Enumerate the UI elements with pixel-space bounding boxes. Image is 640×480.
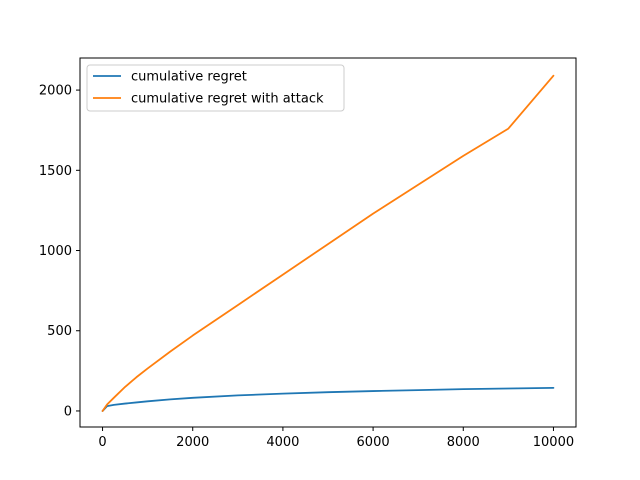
x-axis: 0 2000 4000 6000 8000 10000 [98,427,574,450]
legend-label-1: cumulative regret with attack [131,92,324,107]
legend-box [86,64,345,112]
x-tick-label: 2000 [176,435,209,450]
y-tick-label: 0 [64,404,72,419]
series-line-1 [101,74,555,412]
plot-area [80,58,576,427]
x-tick-label: 4000 [266,435,299,450]
legend-label-0: cumulative regret [131,70,247,85]
legend: cumulative regret cumulative regret with … [86,64,345,112]
plot-frame [79,57,577,428]
series-lines [101,74,555,412]
x-tick-label: 10000 [533,435,574,450]
y-axis: 0 500 1000 1500 2000 [39,84,80,419]
y-tick-label: 2000 [39,84,72,99]
y-tick-label: 1000 [39,244,72,259]
x-tick-label: 8000 [447,435,480,450]
x-tick-label: 6000 [357,435,390,450]
y-tick-label: 1500 [39,164,72,179]
x-tick-label: 0 [98,435,106,450]
y-tick-label: 500 [47,324,72,339]
series-line-0 [101,386,555,412]
